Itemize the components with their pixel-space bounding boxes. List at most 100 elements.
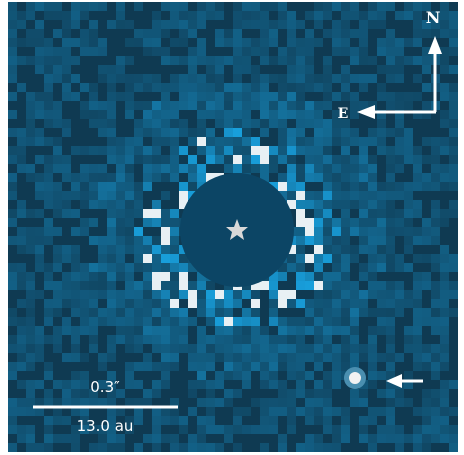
pixel <box>350 281 359 290</box>
pixel <box>368 227 377 236</box>
pixel <box>44 272 53 281</box>
pixel <box>314 11 323 20</box>
pixel <box>71 434 80 443</box>
pixel <box>98 362 107 371</box>
pixel <box>305 29 314 38</box>
pixel <box>395 389 404 398</box>
pixel <box>152 236 161 245</box>
pixel <box>206 11 215 20</box>
pixel <box>89 182 98 191</box>
pixel <box>440 110 449 119</box>
pixel <box>260 326 269 335</box>
pixel <box>332 164 341 173</box>
pixel <box>386 101 395 110</box>
pixel <box>197 92 206 101</box>
pixel <box>278 326 287 335</box>
pixel <box>206 416 215 425</box>
pixel <box>35 110 44 119</box>
pixel <box>341 263 350 272</box>
pixel <box>125 344 134 353</box>
pixel <box>197 101 206 110</box>
pixel <box>296 128 305 137</box>
pixel <box>269 299 278 308</box>
pixel <box>8 128 17 137</box>
pixel <box>323 128 332 137</box>
pixel <box>368 335 377 344</box>
pixel <box>278 128 287 137</box>
pixel <box>251 47 260 56</box>
pixel <box>179 290 188 299</box>
pixel <box>80 380 89 389</box>
pixel <box>188 101 197 110</box>
pixel <box>116 317 125 326</box>
pixel <box>143 110 152 119</box>
pixel <box>440 344 449 353</box>
pixel <box>269 290 278 299</box>
pixel <box>125 290 134 299</box>
pixel <box>107 74 116 83</box>
pixel <box>332 191 341 200</box>
pixel <box>440 47 449 56</box>
pixel <box>17 362 26 371</box>
pixel <box>422 65 431 74</box>
pixel <box>62 380 71 389</box>
pixel <box>134 83 143 92</box>
pixel <box>242 164 251 173</box>
pixel <box>368 272 377 281</box>
pixel <box>224 155 233 164</box>
pixel <box>152 200 161 209</box>
pixel <box>188 137 197 146</box>
pixel <box>116 146 125 155</box>
pixel <box>260 20 269 29</box>
pixel <box>377 326 386 335</box>
pixel <box>35 47 44 56</box>
pixel <box>233 92 242 101</box>
pixel <box>296 137 305 146</box>
pixel <box>404 92 413 101</box>
pixel <box>395 308 404 317</box>
pixel <box>251 146 260 155</box>
pixel <box>161 299 170 308</box>
pixel <box>152 245 161 254</box>
pixel <box>224 317 233 326</box>
pixel <box>98 47 107 56</box>
pixel <box>368 443 377 452</box>
pixel <box>296 65 305 74</box>
pixel <box>341 38 350 47</box>
pixel <box>71 326 80 335</box>
pixel <box>197 74 206 83</box>
pixel <box>233 29 242 38</box>
pixel <box>89 146 98 155</box>
pixel <box>404 182 413 191</box>
pixel <box>125 371 134 380</box>
pixel <box>305 344 314 353</box>
pixel <box>125 281 134 290</box>
pixel <box>395 137 404 146</box>
pixel <box>314 119 323 128</box>
pixel <box>98 119 107 128</box>
pixel <box>8 209 17 218</box>
pixel <box>251 308 260 317</box>
pixel <box>368 407 377 416</box>
pixel <box>125 362 134 371</box>
pixel <box>143 236 152 245</box>
pixel <box>440 281 449 290</box>
pixel <box>107 218 116 227</box>
pixel <box>251 11 260 20</box>
pixel <box>197 38 206 47</box>
pixel <box>440 29 449 38</box>
pixel <box>377 245 386 254</box>
pixel <box>197 434 206 443</box>
pixel <box>386 407 395 416</box>
pixel <box>125 326 134 335</box>
pixel <box>215 443 224 452</box>
pixel <box>440 119 449 128</box>
pixel <box>440 254 449 263</box>
pixel <box>170 128 179 137</box>
pixel <box>116 209 125 218</box>
pixel <box>26 101 35 110</box>
pixel <box>206 353 215 362</box>
pixel <box>80 182 89 191</box>
pixel <box>332 443 341 452</box>
pixel <box>125 56 134 65</box>
